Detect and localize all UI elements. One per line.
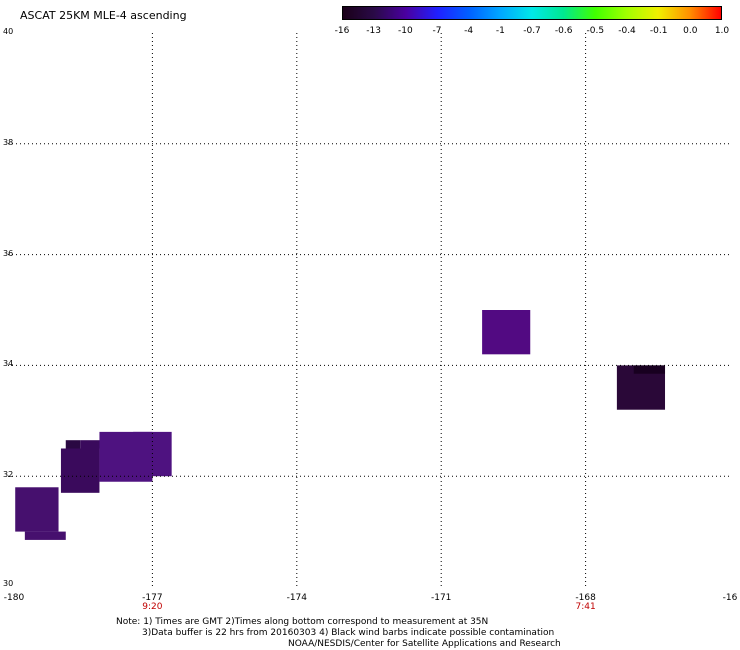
latitude-tick-label: 34 [3,359,14,369]
longitude-tick-label: -177 [142,593,163,603]
colorbar-tick-label: -13 [366,26,382,36]
note-line-2: 3)Data buffer is 22 hrs from 20160303 4)… [142,628,555,638]
data-cell [24,531,66,540]
latitude-tick-label: 32 [3,470,14,480]
chart-title: ASCAT 25KM MLE-4 ascending [20,9,187,22]
note-line-1: Note: 1) Times are GMT 2)Times along bot… [116,617,489,627]
colorbar-tick-label: -16 [334,26,350,36]
map-plot [8,33,730,587]
data-cell [15,487,59,532]
pass-time-label: 9:20 [142,602,163,612]
colorbar-tick-label: -10 [397,26,413,36]
colorbar-tick-label: -4 [464,26,474,36]
colorbar-tick-label: -0.7 [523,26,541,36]
colorbar-tick-label: -0.5 [586,26,605,36]
longitude-tick-label: -180 [3,593,25,603]
colorbar-tick-label: -0.1 [649,26,668,36]
colorbar-tick-label: -0.6 [554,26,573,36]
longitude-tick-label: -16 [722,593,738,603]
colorbar [342,6,722,20]
longitude-tick-label: -171 [430,593,452,603]
note-line-3: NOAA/NESDIS/Center for Satellite Applica… [288,639,561,649]
data-cell [482,310,531,355]
lat-lon-grid [8,33,730,587]
longitude-tick-label: -174 [286,593,308,603]
data-cell [133,431,172,477]
footnotes: Note: 1) Times are GMT 2)Times along bot… [116,617,561,650]
longitude-tick-label: -168 [575,593,596,603]
colorbar-tick-label: -1 [495,26,505,36]
latitude-tick-label: 40 [3,27,14,36]
data-cell [65,440,81,449]
data-cell [633,365,666,374]
colorbar-tick-label: -7 [432,26,442,36]
latitude-tick-label: 30 [3,579,14,588]
colorbar-tick-label: -0.4 [618,26,636,36]
data-cell [60,448,100,493]
latitude-tick-label: 36 [3,248,14,258]
pass-time-label: 7:41 [575,602,596,612]
latitude-tick-label: 38 [3,137,14,147]
colorbar-tick-label: 0.0 [683,26,698,36]
data-cells [15,310,666,540]
colorbar-tick-label: 1.0 [714,26,730,36]
